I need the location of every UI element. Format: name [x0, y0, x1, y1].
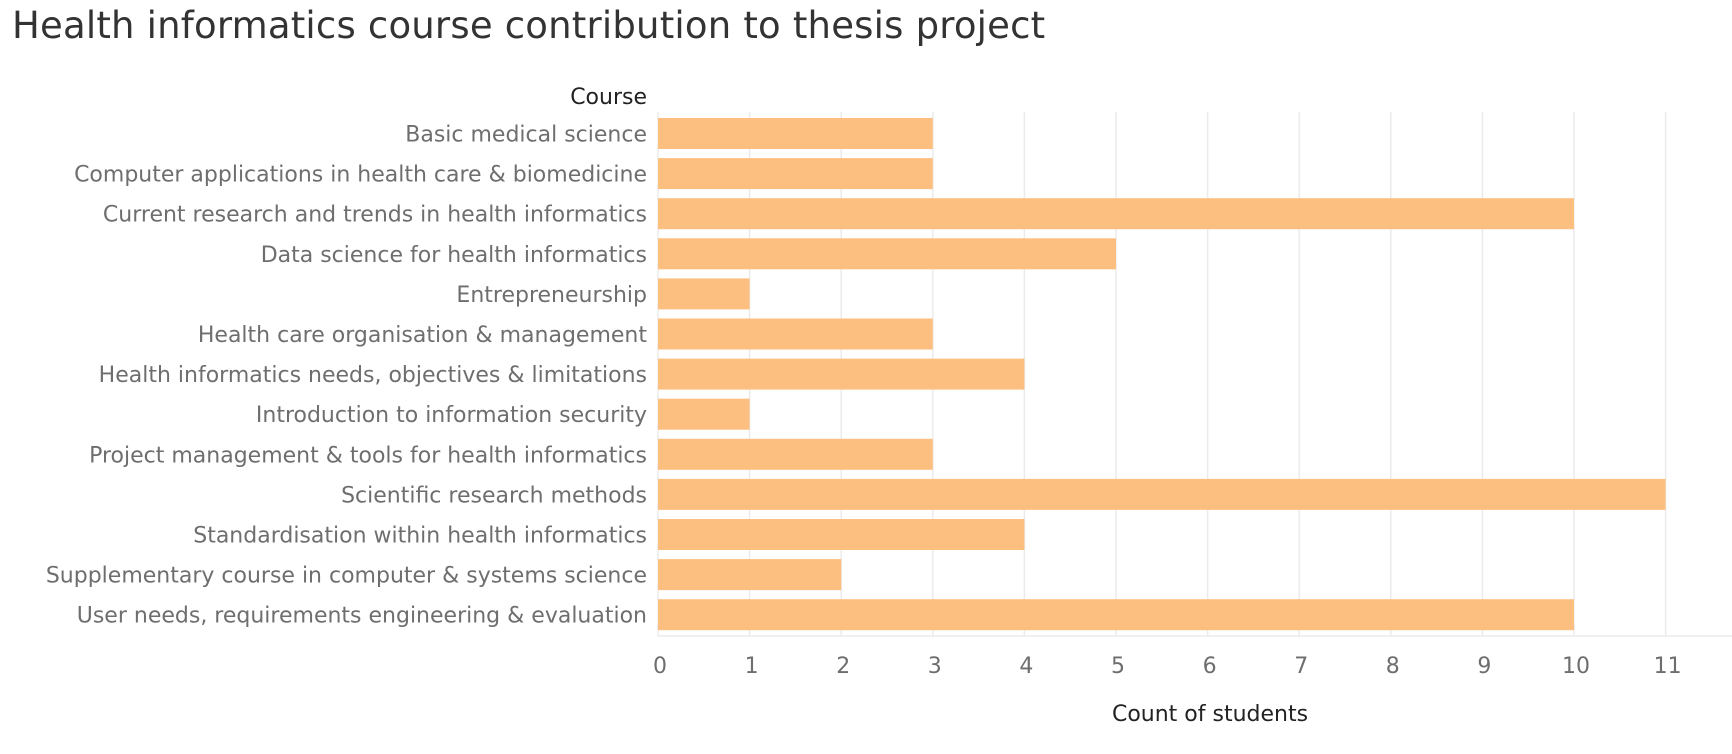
x-tick-label: 7 [1294, 654, 1308, 679]
y-axis-title: Course [570, 85, 647, 110]
category-label: Current research and trends in health in… [103, 203, 647, 228]
category-label: Data science for health informatics [261, 243, 647, 268]
bars [658, 118, 1666, 631]
x-tick-label: 11 [1654, 654, 1682, 679]
category-label: Health informatics needs, objectives & l… [99, 363, 647, 388]
category-label: Entrepreneurship [456, 283, 647, 308]
x-tick-labels: 0 1 2 3 4 5 6 7 8 9 10 11 [653, 654, 1682, 679]
x-tick-label: 1 [745, 654, 759, 679]
bar [658, 318, 933, 350]
chart-title: Health informatics course contribution t… [12, 4, 1046, 47]
x-axis-title: Count of students [1112, 702, 1308, 727]
bar [658, 238, 1116, 270]
bar [658, 158, 933, 190]
x-tick-label: 9 [1477, 654, 1491, 679]
category-label: Standardisation within health informatic… [193, 524, 647, 549]
x-tick-label: 4 [1019, 654, 1033, 679]
category-label: User needs, requirements engineering & e… [77, 604, 647, 629]
category-label: Scientific research methods [341, 483, 647, 508]
bar [658, 559, 842, 591]
bar [658, 478, 1666, 510]
bar [658, 278, 750, 310]
category-label: Computer applications in health care & b… [74, 163, 647, 188]
x-tick-label: 8 [1386, 654, 1400, 679]
bar [658, 438, 933, 470]
x-tick-label: 0 [653, 654, 667, 679]
x-tick-label: 6 [1203, 654, 1217, 679]
category-label: Supplementary course in computer & syste… [46, 564, 647, 589]
category-label: Health care organisation & management [198, 323, 647, 348]
bar [658, 118, 933, 149]
x-tick-label: 2 [836, 654, 850, 679]
category-label: Introduction to information security [256, 403, 647, 428]
x-tick-label: 5 [1111, 654, 1125, 679]
bar [658, 519, 1025, 550]
category-labels: Basic medical science Computer applicatio… [46, 123, 648, 629]
bar [658, 398, 750, 430]
bar [658, 599, 1574, 631]
bar [658, 198, 1574, 230]
bar [658, 358, 1025, 390]
category-label: Project management & tools for health in… [89, 443, 647, 468]
x-tick-label: 3 [928, 654, 942, 679]
x-tick-label: 10 [1562, 654, 1590, 679]
category-label: Basic medical science [405, 123, 647, 148]
